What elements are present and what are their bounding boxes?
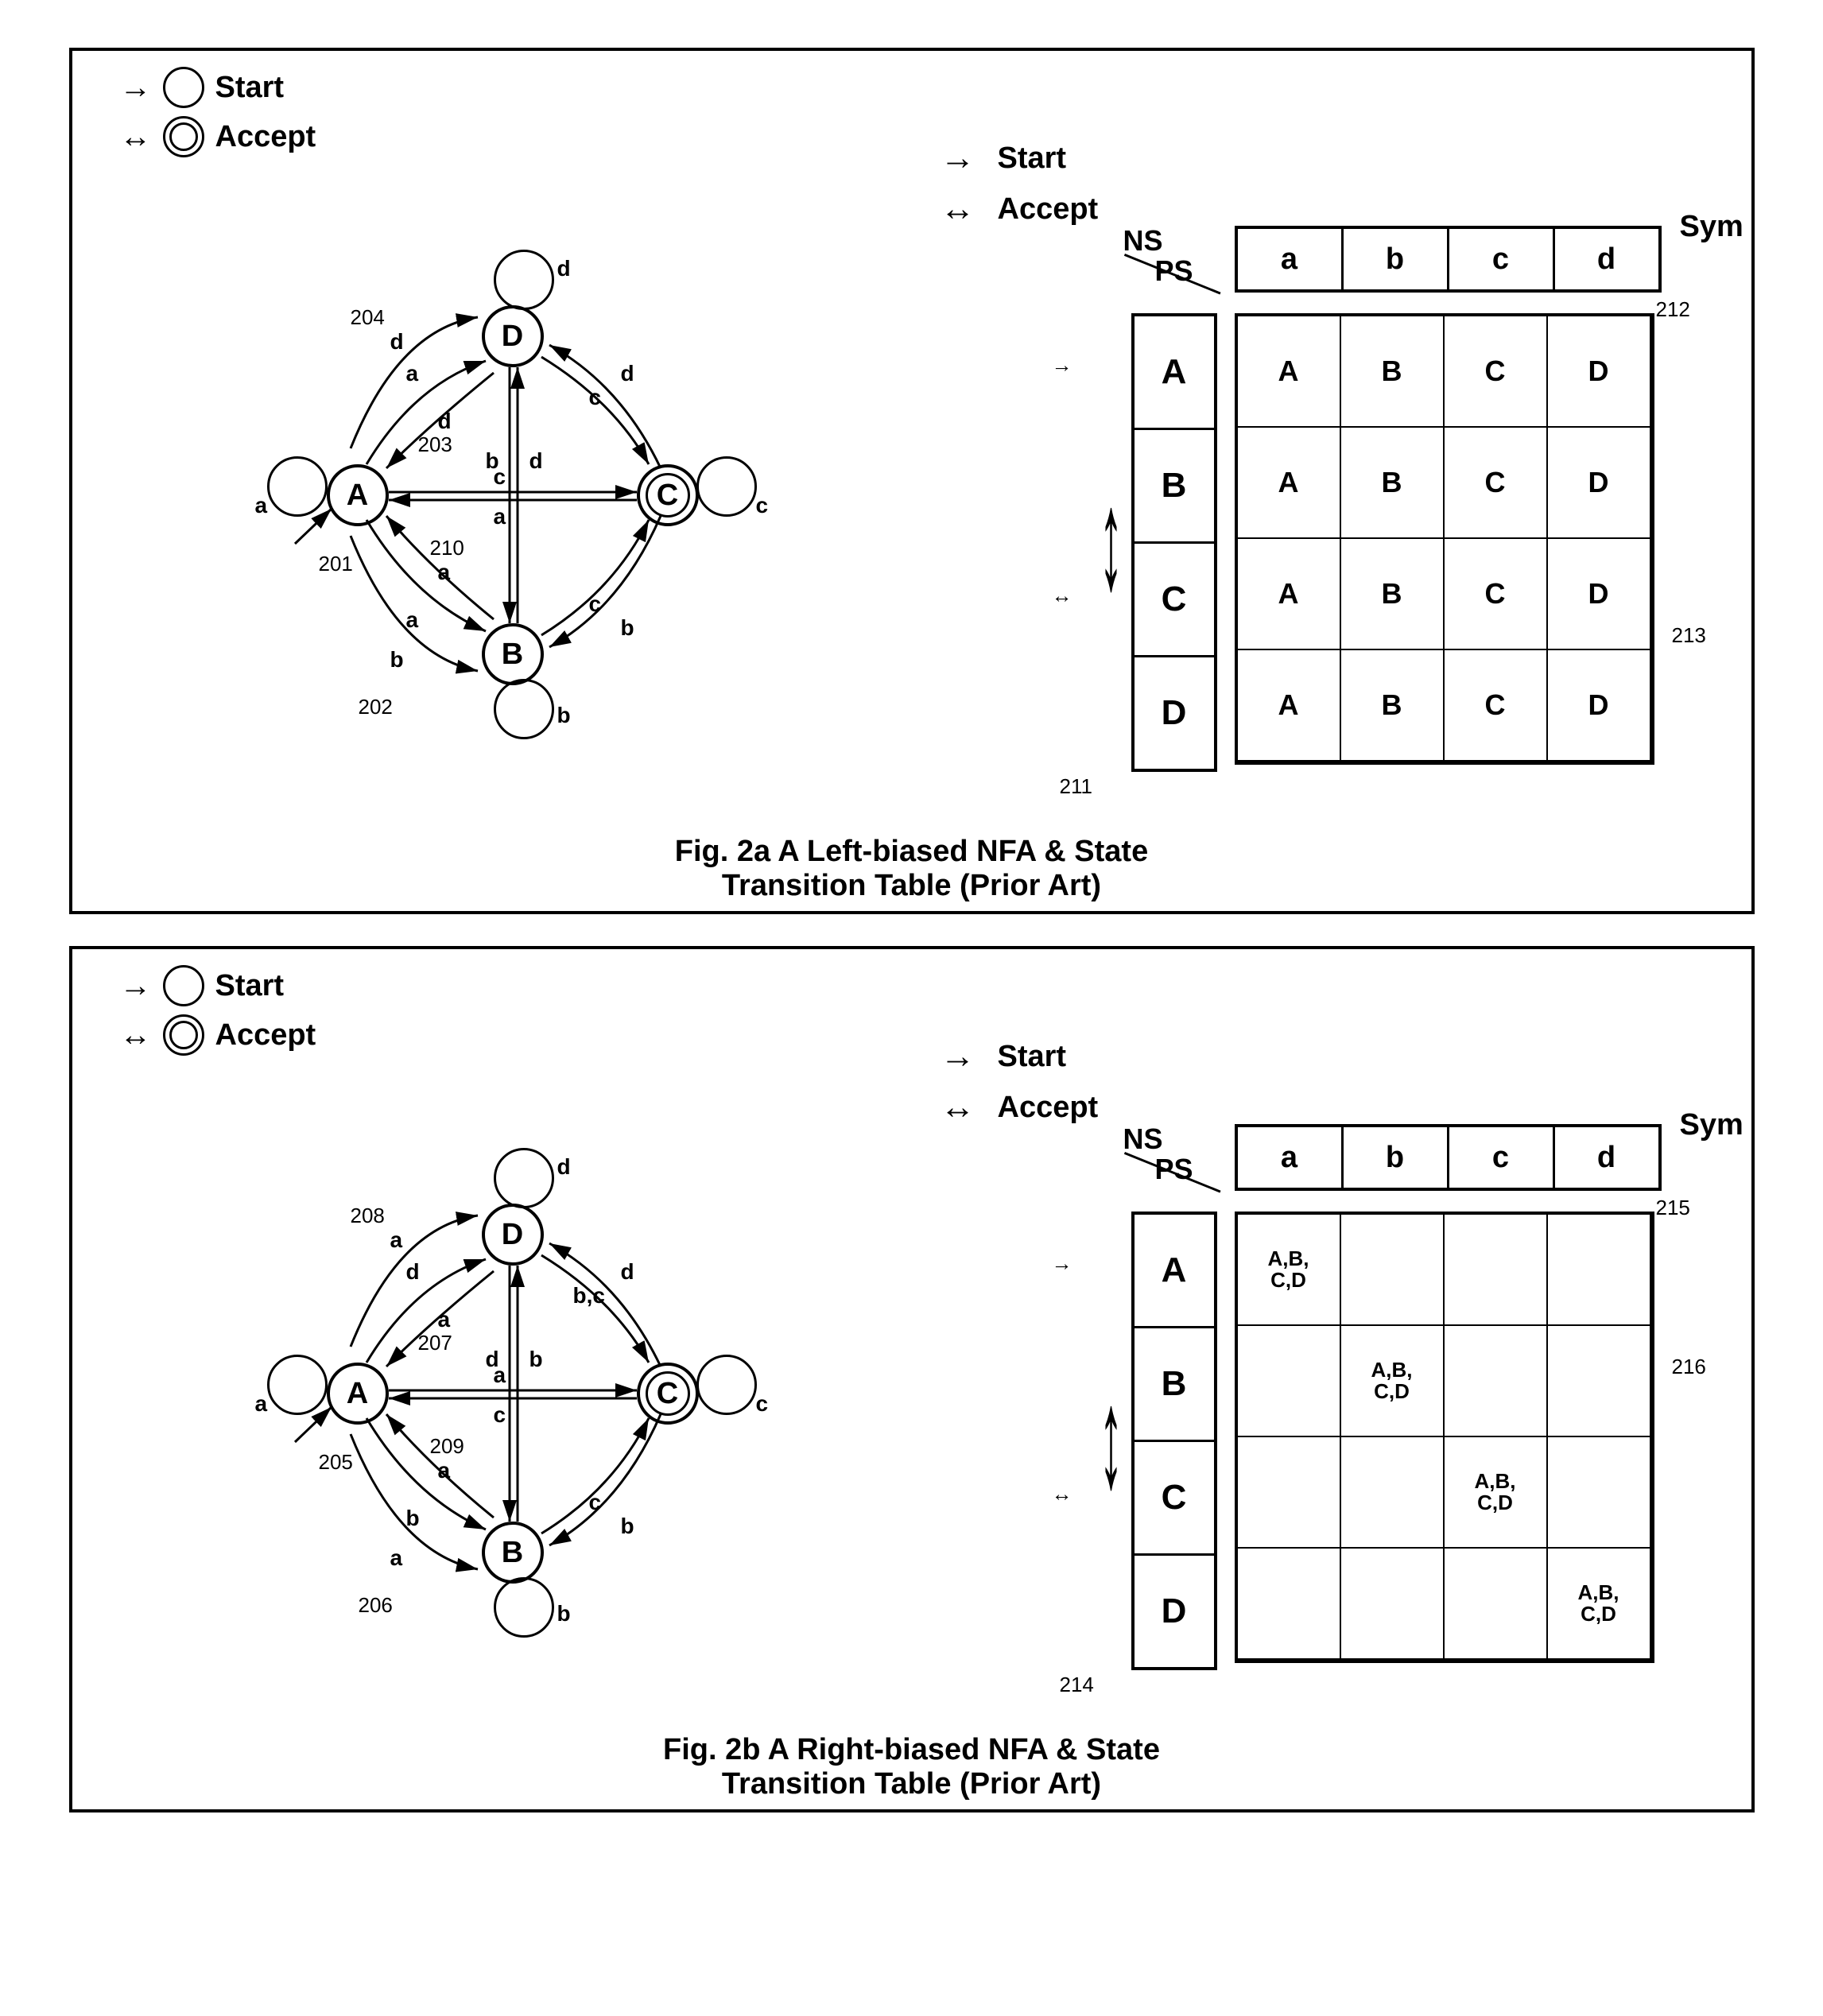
ref-203: 203 — [418, 432, 452, 457]
caption-2a: Fig. 2a A Left-biased NFA & StateTransit… — [675, 835, 1148, 903]
state-A: A — [327, 1363, 389, 1425]
state-B: B — [482, 1522, 544, 1584]
state-B: B — [482, 623, 544, 685]
nfa-graph-2a: → Start ↔ Accept D A C B a — [96, 67, 923, 901]
ref-201: 201 — [319, 552, 353, 576]
data-grid-2b: A,B,C,D A,B,C,D A,B,C,D A,B,C,D — [1235, 1212, 1654, 1663]
ref-214: 214 — [1060, 1673, 1094, 1697]
sym-label: Sym — [1680, 210, 1743, 244]
legend-accept-label: Accept — [215, 120, 316, 154]
selfloop-C — [696, 456, 757, 517]
selfloop-B — [494, 679, 554, 739]
state-C-accept: C — [637, 1363, 699, 1425]
legend-start-label: Start — [215, 71, 285, 105]
nfa-graph-2b: → Start ↔ Accept D A C B a b — [96, 965, 923, 1800]
state-A: A — [327, 464, 389, 526]
ref-211: 211 — [1060, 774, 1092, 799]
ref-209: 209 — [430, 1434, 464, 1459]
ref-215: 215 — [1656, 1196, 1690, 1220]
caption-2b: Fig. 2b A Right-biased NFA & StateTransi… — [663, 1733, 1160, 1801]
edges-2a — [96, 67, 923, 901]
selfloop-D — [494, 250, 554, 310]
ref-210: 210 — [430, 536, 464, 560]
graph-legend: → Start ↔ Accept — [96, 67, 316, 165]
transition-table-2b: →Start ↔Accept NS PS Sym a b c d A — [941, 1013, 1720, 1744]
ref-216: 216 — [1672, 1355, 1706, 1379]
edges-2b — [96, 965, 923, 1800]
row-header-2b: A B C D — [1131, 1212, 1217, 1670]
data-grid-2a: A B C D A B C D A B C D A B C D — [1235, 313, 1654, 765]
ref-204: 204 — [351, 305, 385, 330]
figure-2a-panel: → Start ↔ Accept D A C B a — [69, 48, 1755, 914]
ref-206: 206 — [359, 1593, 393, 1618]
ref-207: 207 — [418, 1331, 452, 1355]
ref-208: 208 — [351, 1204, 385, 1228]
column-header-2b: a b c d — [1235, 1124, 1662, 1191]
ref-212: 212 — [1656, 297, 1690, 322]
column-header-2a: a b c d — [1235, 226, 1662, 293]
state-C-accept: C — [637, 464, 699, 526]
row-header-2a: A B C D — [1131, 313, 1217, 772]
selfloop-A — [267, 456, 328, 517]
state-D: D — [482, 305, 544, 367]
state-D: D — [482, 1204, 544, 1266]
ref-202: 202 — [359, 695, 393, 719]
transition-table-2a: →Start ↔Accept NS PS Sym a b c d A — [941, 114, 1720, 846]
ref-205: 205 — [319, 1450, 353, 1475]
table-legend: →Start ↔Accept — [941, 138, 1099, 240]
figure-2b-panel: → Start ↔ Accept D A C B a b — [69, 946, 1755, 1812]
ns-label: NS — [1123, 224, 1163, 257]
ref-213: 213 — [1672, 623, 1706, 648]
